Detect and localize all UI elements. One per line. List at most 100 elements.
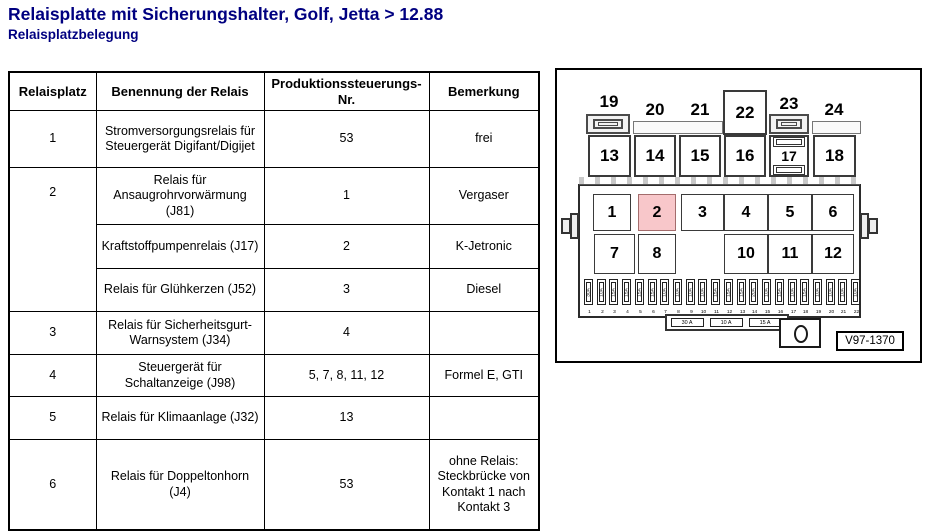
- fuse-holder-icon: [773, 137, 805, 147]
- produktions-nr-cell: 13: [263, 396, 430, 440]
- fuse-8: 10A 8: [673, 279, 682, 314]
- fuse-body: 15A: [739, 282, 744, 302]
- fuse-amp-label: 10A: [789, 287, 796, 297]
- header-produktionssteuerungs-nr: Produktionssteuerungs-Nr.: [263, 71, 430, 111]
- bemerkung-cell: [428, 311, 540, 355]
- fuse-body: 10A: [662, 282, 667, 302]
- relay-box-3: 3: [681, 194, 724, 231]
- fuse-body: 10A: [599, 282, 604, 302]
- relay-box-8: 8: [638, 234, 676, 274]
- table-row: 6 Relais für Doppeltonhorn (J4) 53 ohne Rel…: [8, 439, 540, 531]
- fuse-amp-label: 10A: [699, 287, 706, 297]
- fuse-5: 15A 5: [635, 279, 644, 314]
- relay-name-cell: Steuergerät für Schaltanzeige (J98): [95, 354, 265, 397]
- plate-notch-band: [579, 177, 860, 185]
- fuse-number-label: 20: [828, 308, 835, 315]
- fuse-body: 15A: [650, 282, 655, 302]
- fuse-body: 10A: [828, 282, 833, 302]
- fuse-number-label: 16: [777, 308, 784, 315]
- fuse-number-label: 11: [714, 308, 719, 315]
- fuse-body: 15A: [611, 282, 616, 302]
- fuse-22: 10A 22: [851, 279, 860, 314]
- upper-socket-strip: [633, 121, 723, 134]
- fuse-body: 20A: [751, 282, 756, 302]
- relaisplatz-cell: 6: [8, 439, 97, 531]
- fuse-10: 10A 10: [698, 279, 707, 314]
- mounting-bracket: [779, 318, 821, 348]
- page-title: Relaisplatte mit Sicherungshalter, Golf,…: [8, 4, 444, 24]
- fuse-amp-label: 20A: [750, 287, 757, 297]
- right-connector-tab: [868, 218, 878, 234]
- fuse-20: 10A 20: [826, 279, 835, 314]
- fuse-body: 15A: [624, 282, 629, 302]
- relay-table: Relaisplatz Benennung der Relais Produkt…: [8, 71, 540, 531]
- fuse-body: 10A: [764, 282, 769, 302]
- fuse-amp-label: 10A: [661, 287, 668, 297]
- relay-box-16: 16: [724, 135, 766, 177]
- relay-name-cell: Relais für Ansaugrohrvorwärmung (J81): [95, 167, 265, 225]
- bemerkung-cell: [428, 396, 540, 440]
- fuse-7: 10A 7: [660, 279, 669, 314]
- fuse-number-label: 10: [700, 308, 707, 315]
- fuse-body: 10A: [675, 282, 680, 302]
- spare-fuse-amp-label: 15 A: [760, 319, 771, 326]
- fuse-amp-label: 10A: [687, 287, 694, 297]
- fuse-4: 15A 4: [622, 279, 631, 314]
- spare-fuse-tray: 30 A 10 A 15 A: [665, 314, 789, 331]
- position-label-20: 20: [645, 100, 665, 119]
- fuse-amp-label: 10A: [763, 287, 770, 297]
- spare-fuse-amp-label: 30 A: [682, 319, 693, 326]
- fuse-body: 10A: [790, 282, 795, 302]
- fuse-number-label: 13: [739, 308, 746, 315]
- upper-socket-strip: [812, 121, 861, 134]
- fuse-13: 15A 13: [737, 279, 746, 314]
- relay-box-1: 1: [593, 194, 631, 231]
- fuse-amp-label: 15A: [801, 287, 808, 297]
- fuse-number-label: 17: [790, 308, 797, 315]
- fuse-body: 30A: [586, 282, 591, 302]
- fuse-body: 15A: [777, 282, 782, 302]
- relaisplatz-cell: 2: [8, 167, 97, 312]
- fuse-number-label: 22: [853, 308, 860, 315]
- fuse-amp-label: 10A: [814, 287, 821, 297]
- fuse-15: 10A 15: [762, 279, 771, 314]
- fuse-number-label: 12: [726, 308, 733, 315]
- produktions-nr-cell: 3: [263, 268, 430, 312]
- bemerkung-cell: K-Jetronic: [428, 224, 540, 269]
- fuse-body: 15A: [802, 282, 807, 302]
- header-relaisplatz: Relaisplatz: [8, 71, 97, 111]
- table-row: 3 Relais für Sicherheitsgurt-Warnsystem (…: [8, 311, 540, 355]
- fuse-number-label: 21: [840, 308, 847, 315]
- fuse-amp-label: 15A: [610, 287, 617, 297]
- fuse-holder-icon: [586, 114, 630, 134]
- fuse-14: 20A 14: [749, 279, 758, 314]
- table-row: 5 Relais für Klimaanlage (J32) 13: [8, 396, 540, 440]
- fuse-18: 15A 18: [800, 279, 809, 314]
- fuse-amp-label: 15A: [636, 287, 643, 297]
- fuse-number-label: 14: [751, 308, 758, 315]
- fuse-number-label: 3: [613, 308, 616, 315]
- fuse-number-label: 19: [815, 308, 822, 315]
- fuse-21: 10A 21: [838, 279, 847, 314]
- relaisplatz-cell: 3: [8, 311, 97, 355]
- spare-fuse: 15 A: [749, 318, 782, 327]
- relay-name-cell: Relais für Sicherheitsgurt-Warnsystem (J…: [95, 311, 265, 355]
- relay-box-22: 22: [723, 90, 767, 135]
- fuse-holder-icon: [769, 114, 809, 134]
- position-label-21: 21: [690, 100, 710, 119]
- fuse-body: 15A: [713, 282, 718, 302]
- fuse-12: 15A 12: [724, 279, 733, 314]
- fuse-number-label: 7: [664, 308, 667, 315]
- fuse-body: 10A: [853, 282, 858, 302]
- fuse-16: 15A 16: [775, 279, 784, 314]
- produktions-nr-cell: 4: [263, 311, 430, 355]
- fuse-11: 15A 11: [711, 279, 720, 314]
- fuse-1: 30A 1: [584, 279, 593, 314]
- fuse-number-label: 8: [677, 308, 680, 315]
- relay-box-14: 14: [634, 135, 676, 177]
- fuse-body: 10A: [688, 282, 693, 302]
- fuse-3: 15A 3: [609, 279, 618, 314]
- fuse-body: 15A: [637, 282, 642, 302]
- table-header-row: Relaisplatz Benennung der Relais Produkt…: [8, 71, 540, 111]
- relay-box-6: 6: [812, 194, 854, 231]
